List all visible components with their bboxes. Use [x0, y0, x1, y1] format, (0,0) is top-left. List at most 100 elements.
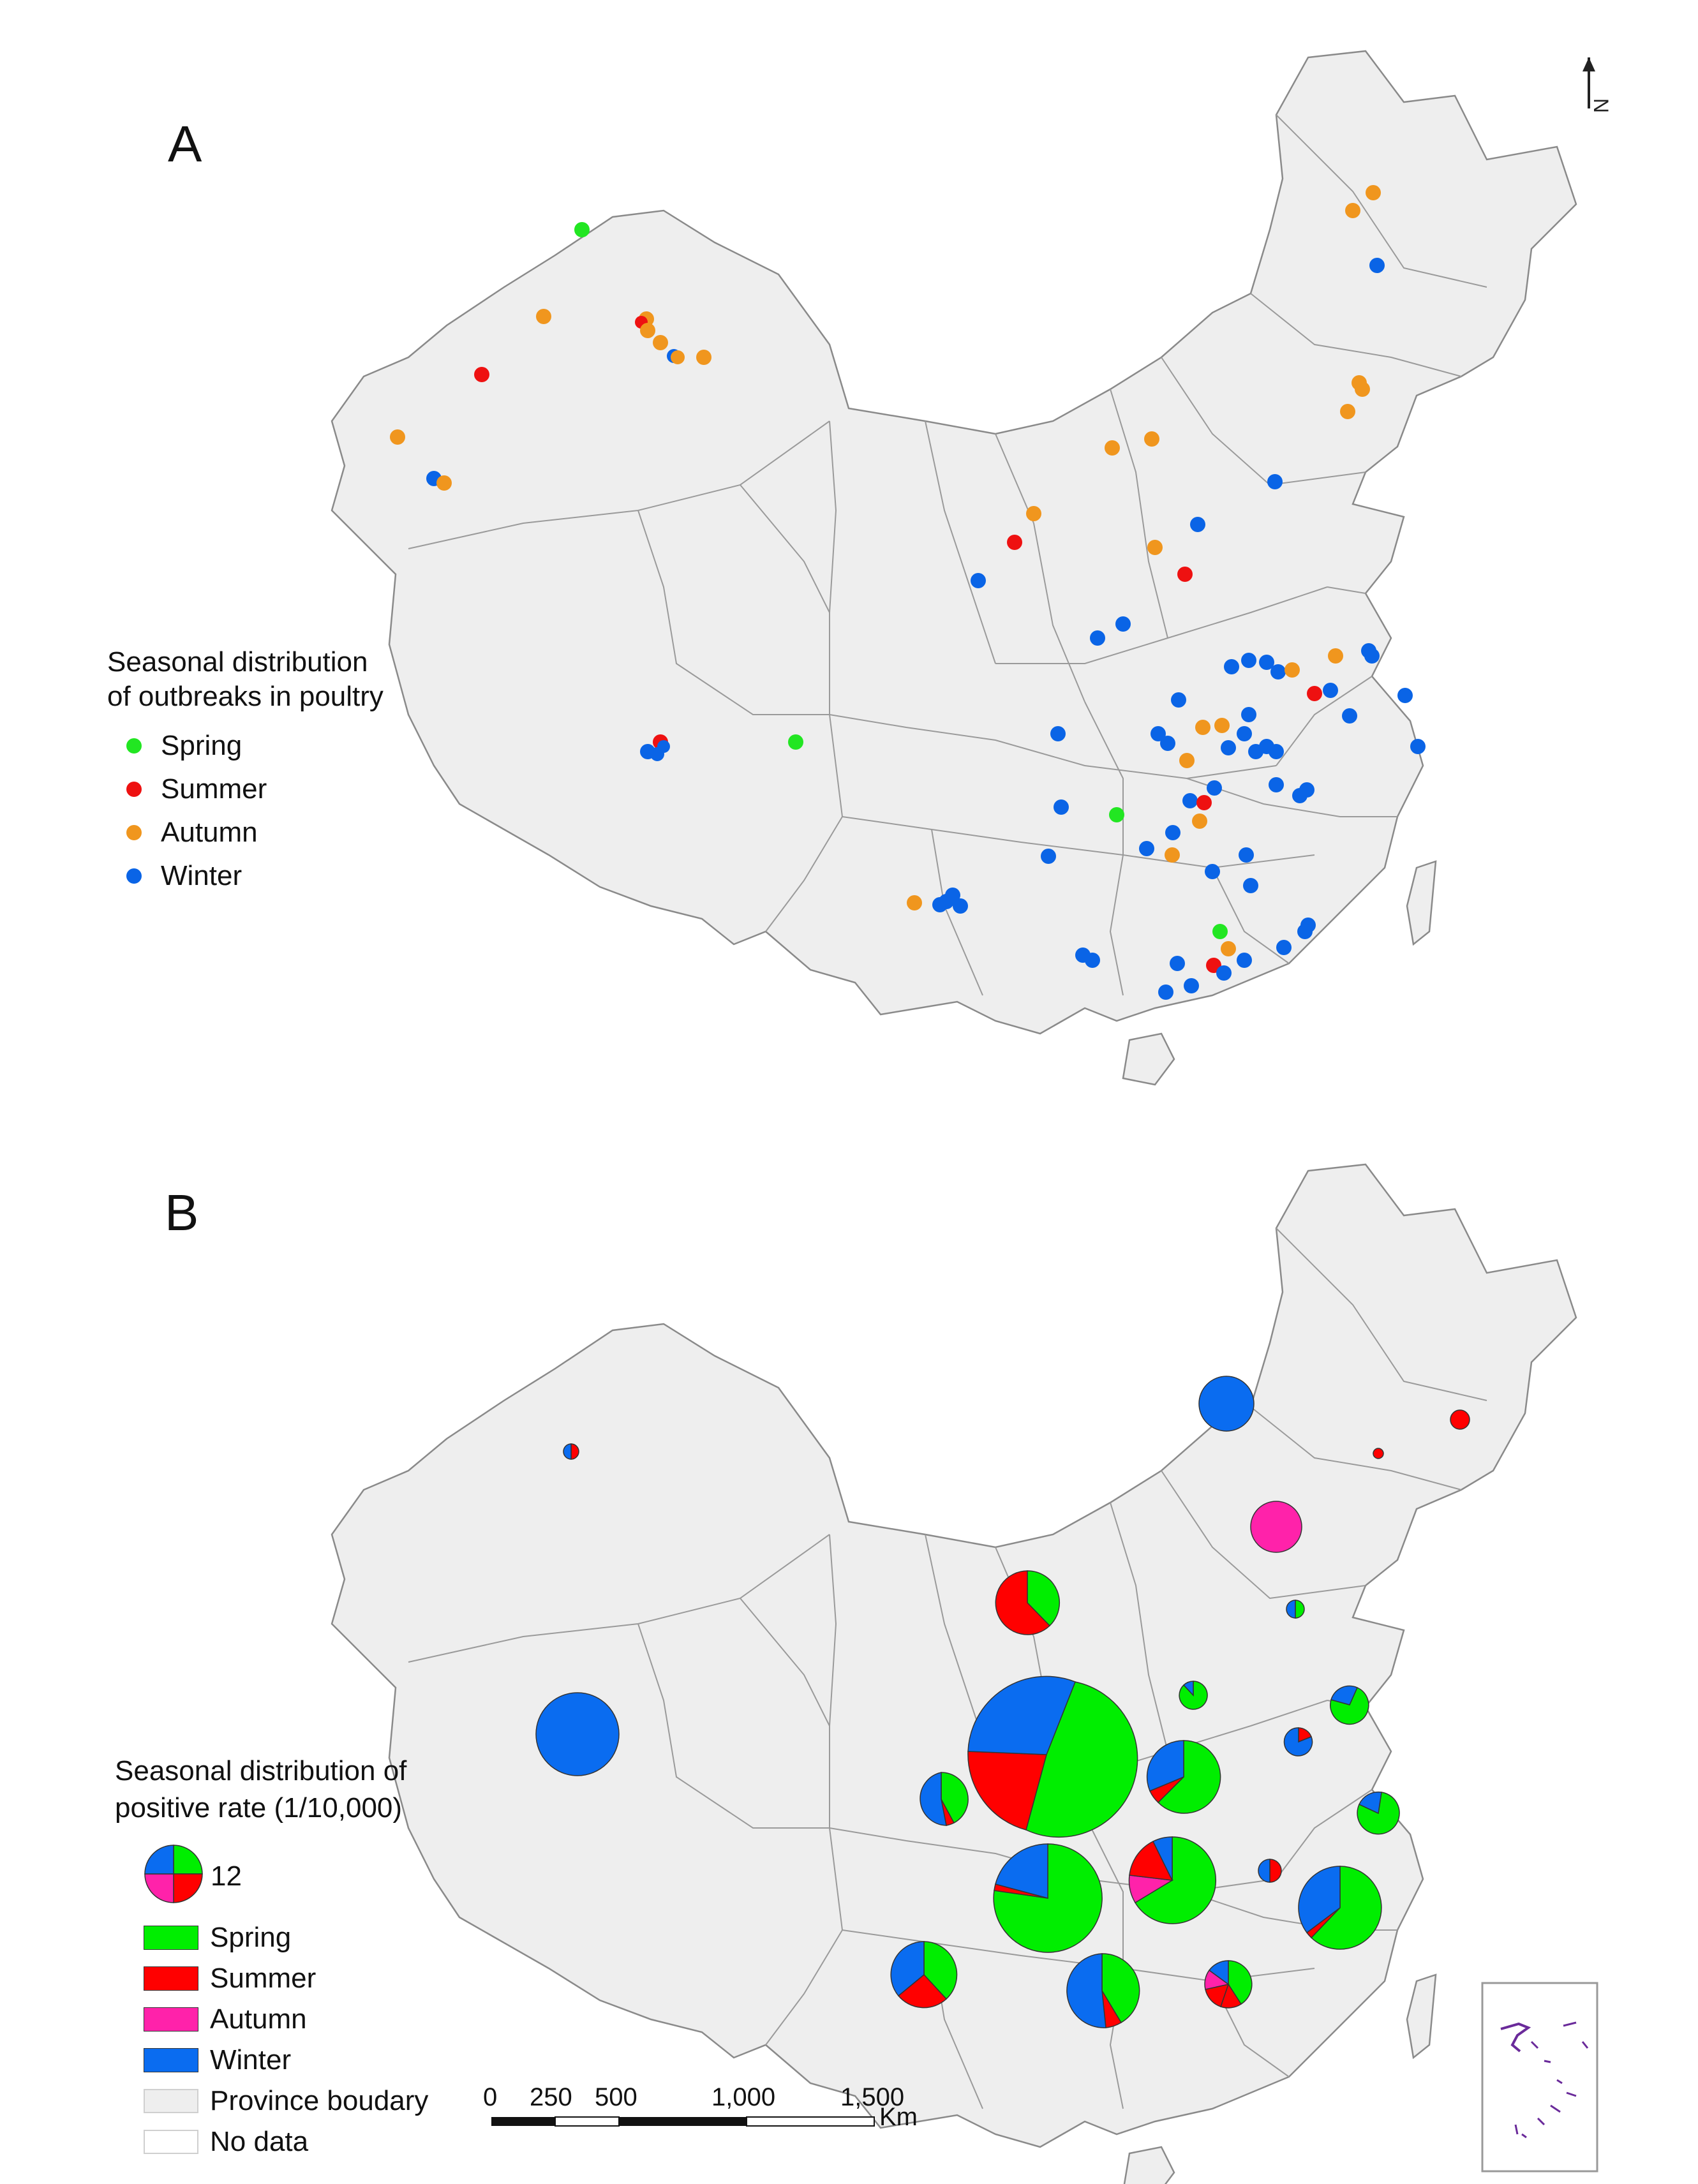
pie-marker: [1330, 1685, 1369, 1725]
outbreak-point-winter: [1224, 659, 1239, 674]
outbreak-point-autumn: [1144, 431, 1159, 447]
outbreak-point-spring: [1109, 807, 1124, 822]
outbreak-point-summer: [1196, 795, 1212, 810]
pie-marker: [1450, 1409, 1470, 1430]
north-arrow-label: N: [1590, 98, 1612, 113]
nodata-swatch-icon: [144, 2130, 198, 2154]
pie-marker: [995, 1570, 1061, 1635]
outbreak-point-autumn: [640, 323, 655, 338]
scale-tick-1000: 1,000: [711, 2083, 776, 2111]
outbreak-point-winter: [1190, 517, 1205, 532]
outbreak-point-winter: [1269, 777, 1284, 792]
province-swatch-icon: [144, 2089, 198, 2113]
legend-b-summer-label: Summer: [210, 1963, 317, 1994]
outbreak-point-winter: [1397, 688, 1413, 703]
outbreak-point-winter: [1151, 726, 1166, 741]
outbreak-point-winter: [1269, 744, 1284, 759]
outbreak-point-winter: [1241, 707, 1256, 722]
legend-b-winter: Winter: [144, 2044, 291, 2076]
legend-b-autumn-label: Autumn: [210, 2003, 307, 2035]
size-reference-pie: [144, 1845, 203, 1903]
outbreak-point-autumn: [1340, 404, 1355, 419]
spring-swatch-icon: [144, 1926, 198, 1950]
outbreak-point-winter: [1090, 630, 1105, 646]
pie-marker: [920, 1772, 969, 1826]
scale-tick-250: 250: [530, 2083, 572, 2111]
outbreak-point-winter: [1216, 965, 1232, 981]
legend-a-winter: Winter: [126, 860, 242, 892]
outbreak-point-winter: [1259, 655, 1274, 670]
outbreak-point-summer: [474, 367, 489, 382]
pie-marker: [993, 1843, 1103, 1953]
panel-b-label: B: [165, 1184, 199, 1241]
pie-marker: [1179, 1681, 1208, 1710]
outbreak-point-winter: [1182, 793, 1198, 808]
pie-marker: [1198, 1376, 1255, 1432]
outbreak-point-winter: [657, 740, 670, 753]
size-reference-value: 12: [211, 1861, 242, 1892]
china-map-b: [331, 1163, 1577, 2184]
outbreak-point-autumn: [907, 895, 922, 910]
outbreak-point-autumn: [696, 350, 711, 365]
outbreak-point-winter: [1267, 474, 1283, 489]
north-arrow-icon: N: [1583, 57, 1612, 113]
panel-a-legend-title-line2: of outbreaks in poultry: [107, 681, 384, 712]
legend-a-winter-label: Winter: [161, 860, 242, 891]
legend-a-autumn: Autumn: [126, 817, 258, 849]
outbreak-point-winter: [1369, 258, 1385, 273]
pie-marker: [967, 1675, 1138, 1838]
outbreak-point-autumn: [671, 350, 685, 364]
outbreak-point-winter: [1243, 878, 1258, 893]
scale-unit: Km: [879, 2103, 918, 2131]
panel-a-label: A: [168, 115, 202, 172]
outbreak-point-winter: [1297, 924, 1313, 939]
panel-b-legend-title-line2: positive rate (1/10,000): [115, 1792, 403, 1824]
legend-b-autumn: Autumn: [144, 2003, 307, 2035]
pie-marker: [1283, 1727, 1313, 1757]
legend-a-summer-label: Summer: [161, 773, 267, 805]
outbreak-point-autumn: [1328, 648, 1343, 664]
pie-marker: [1258, 1859, 1282, 1883]
panel-a-legend-title-line1: Seasonal distribution: [107, 646, 368, 678]
outbreak-point-winter: [1276, 940, 1292, 955]
outbreak-point-winter: [1299, 782, 1314, 798]
pie-marker: [1066, 1953, 1140, 2028]
outbreak-point-autumn: [1366, 185, 1381, 200]
legend-a-autumn-label: Autumn: [161, 817, 258, 848]
pie-marker: [1286, 1600, 1305, 1619]
outbreak-point-winter: [1170, 956, 1185, 971]
outbreak-point-winter: [1158, 984, 1173, 1000]
outbreak-point-winter: [971, 573, 986, 588]
legend-b-province-label: Province boudary: [210, 2085, 429, 2116]
outbreak-point-autumn: [1195, 720, 1210, 735]
outbreak-point-autumn: [1355, 382, 1370, 397]
scale-tick-500: 500: [595, 2083, 637, 2111]
outbreak-point-winter: [1139, 841, 1154, 856]
pie-marker: [535, 1692, 620, 1776]
legend-b-nodata-label: No data: [210, 2126, 309, 2157]
scale-bar: [491, 2116, 875, 2127]
pie-marker: [890, 1941, 958, 2009]
winter-swatch-icon: [144, 2048, 198, 2072]
outbreak-point-autumn: [653, 335, 668, 350]
outbreak-point-autumn: [1221, 941, 1236, 956]
outbreak-point-spring: [788, 734, 803, 750]
outbreak-point-winter: [1207, 780, 1222, 796]
outbreak-point-autumn: [1179, 753, 1195, 768]
outbreak-point-winter: [1237, 726, 1252, 741]
outbreak-point-winter: [1270, 664, 1286, 680]
outbreak-point-winter: [1221, 740, 1236, 755]
legend-b-province: Province boudary: [144, 2085, 428, 2117]
pie-marker: [1373, 1448, 1384, 1459]
scale-tick-1500: 1,500: [840, 2083, 905, 2111]
autumn-dot-icon: [126, 825, 142, 840]
outbreak-point-winter: [1237, 953, 1252, 968]
outbreak-point-winter: [1085, 953, 1100, 968]
outbreak-point-autumn: [1105, 440, 1120, 456]
outbreak-point-winter: [1342, 708, 1357, 724]
outbreak-point-autumn: [1165, 847, 1180, 863]
outbreak-point-winter: [1239, 847, 1254, 863]
outbreak-point-winter: [1410, 739, 1426, 754]
legend-b-nodata: No data: [144, 2126, 308, 2158]
